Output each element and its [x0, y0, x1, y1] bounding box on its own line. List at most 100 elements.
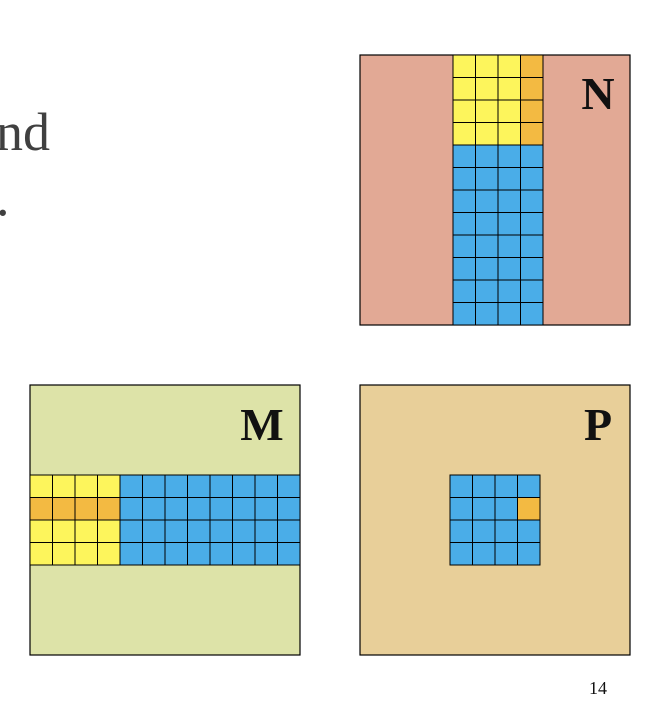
cell: [452, 189, 476, 213]
cell: [452, 99, 476, 123]
cell: [475, 77, 499, 101]
cell: [452, 77, 476, 101]
cell: [164, 497, 188, 521]
cell: [277, 497, 301, 521]
cell: [119, 519, 143, 543]
cell: [475, 212, 499, 236]
cell: [164, 519, 188, 543]
cell: [497, 257, 521, 281]
cell: [452, 144, 476, 168]
cell: [517, 542, 541, 566]
cell: [472, 519, 496, 543]
cell: [475, 234, 499, 258]
cell: [475, 144, 499, 168]
cell: [277, 519, 301, 543]
cell: [452, 302, 476, 326]
cell: [520, 212, 544, 236]
cell: [494, 474, 518, 498]
cell: [452, 167, 476, 191]
cell: [497, 189, 521, 213]
cell: [452, 279, 476, 303]
cell: [452, 122, 476, 146]
cell: [164, 542, 188, 566]
cell: [520, 54, 544, 78]
cell: [497, 144, 521, 168]
cell: [142, 474, 166, 498]
cell: [520, 77, 544, 101]
cell: [277, 542, 301, 566]
cell: [494, 497, 518, 521]
cell: [449, 519, 473, 543]
cell: [119, 542, 143, 566]
cell: [254, 497, 278, 521]
cell: [497, 99, 521, 123]
cell: [475, 189, 499, 213]
cell: [52, 474, 76, 498]
cell: [520, 144, 544, 168]
cell: [517, 474, 541, 498]
cell: [452, 257, 476, 281]
cell: [209, 497, 233, 521]
cell: [520, 234, 544, 258]
cell: [452, 54, 476, 78]
cell: [74, 497, 98, 521]
cell: [494, 542, 518, 566]
cell: [452, 212, 476, 236]
cell: [97, 474, 121, 498]
cell: [209, 542, 233, 566]
cell: [52, 519, 76, 543]
cell: [520, 279, 544, 303]
cell: [475, 122, 499, 146]
cell: [52, 542, 76, 566]
cell-grid: [29, 54, 544, 566]
cell: [187, 542, 211, 566]
cell: [142, 497, 166, 521]
cell: [29, 474, 53, 498]
cell: [74, 519, 98, 543]
cell: [74, 542, 98, 566]
cell: [97, 519, 121, 543]
cell: [520, 122, 544, 146]
cell: [517, 519, 541, 543]
cell: [472, 542, 496, 566]
cell: [187, 497, 211, 521]
cell: [475, 167, 499, 191]
cell: [254, 519, 278, 543]
cell: [472, 474, 496, 498]
cell: [232, 497, 256, 521]
body-text: .: [0, 167, 10, 227]
cell: [119, 474, 143, 498]
cell: [475, 54, 499, 78]
cell: [520, 302, 544, 326]
cell: [449, 474, 473, 498]
cell: [142, 542, 166, 566]
cell: [497, 54, 521, 78]
cell: [452, 234, 476, 258]
cell: [97, 497, 121, 521]
cell: [475, 99, 499, 123]
matrix-label: P: [584, 399, 612, 450]
cell: [187, 474, 211, 498]
cell: [52, 497, 76, 521]
cell: [254, 542, 278, 566]
cell: [277, 474, 301, 498]
cell: [497, 77, 521, 101]
body-text: nd: [0, 102, 50, 162]
cell: [232, 474, 256, 498]
cell: [254, 474, 278, 498]
cell: [517, 497, 541, 521]
page-number: 14: [589, 678, 607, 698]
cell: [29, 497, 53, 521]
cell: [475, 302, 499, 326]
cell: [497, 212, 521, 236]
matrix-label: M: [240, 399, 283, 450]
cell: [497, 122, 521, 146]
cell: [449, 497, 473, 521]
cell: [187, 519, 211, 543]
matrix-label: N: [581, 68, 614, 119]
cell: [497, 167, 521, 191]
cell: [29, 519, 53, 543]
cell: [497, 279, 521, 303]
cell: [74, 474, 98, 498]
